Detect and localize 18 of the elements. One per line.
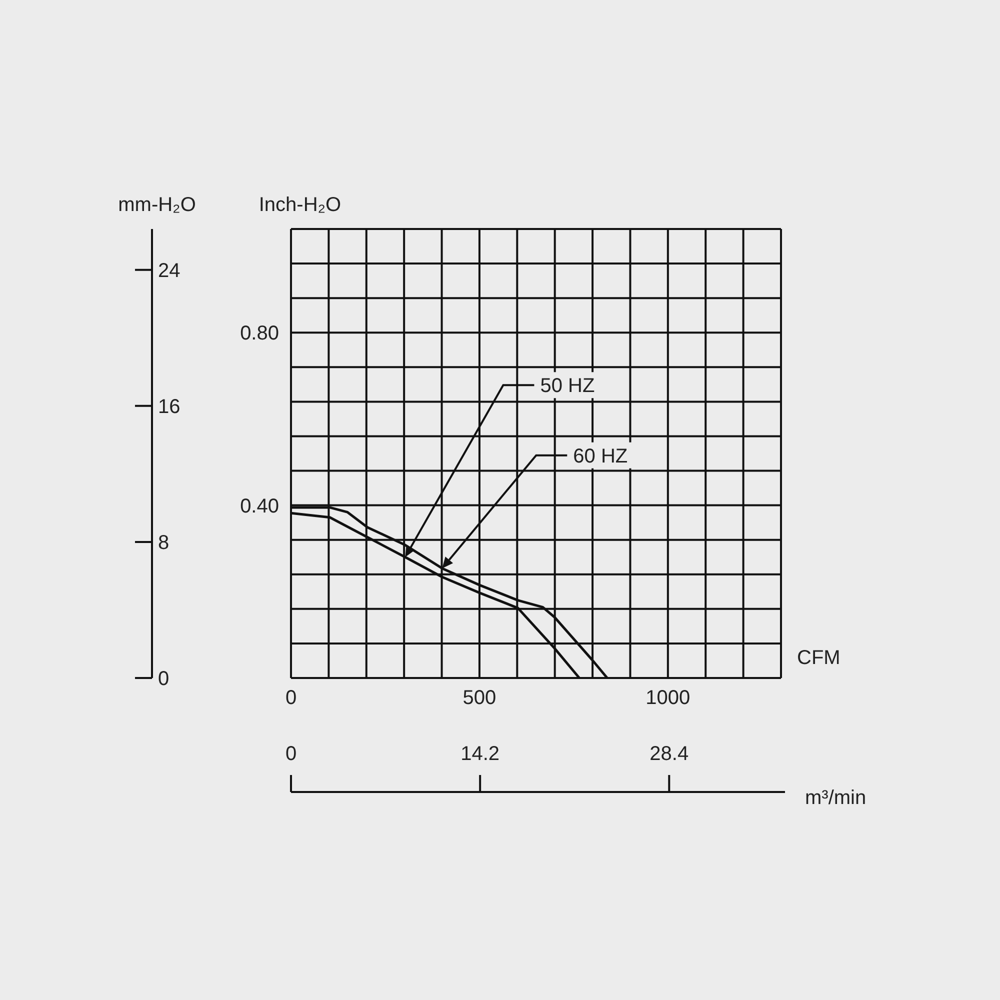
x2-tick-label: 14.2 (460, 743, 500, 765)
text: 60 HZ (573, 445, 628, 468)
y-axis-title: Inch-H₂O (258, 194, 342, 216)
y2-tick-label: 24 (158, 260, 180, 282)
x-tick-label: 1000 (646, 687, 690, 710)
y2-tick-label: 16 (158, 396, 180, 418)
y2-tick-label: 8 (158, 532, 170, 554)
y-tick-label: 0.40 (240, 495, 279, 518)
x-axis-title: CFM (797, 647, 840, 669)
y-tick-label: 0.80 (240, 322, 279, 345)
x-tick-label: 0 (285, 687, 297, 710)
x2-axis-title: m³/min (805, 787, 866, 809)
x2-tick-label: 28.4 (650, 743, 689, 765)
x2-tick-label: 0 (285, 743, 297, 765)
text: 50 HZ (540, 375, 595, 398)
y2-axis-title: mm-H₂O (118, 194, 196, 216)
y2-tick-label: 0 (158, 668, 170, 690)
x-tick-label: 500 (462, 687, 496, 710)
